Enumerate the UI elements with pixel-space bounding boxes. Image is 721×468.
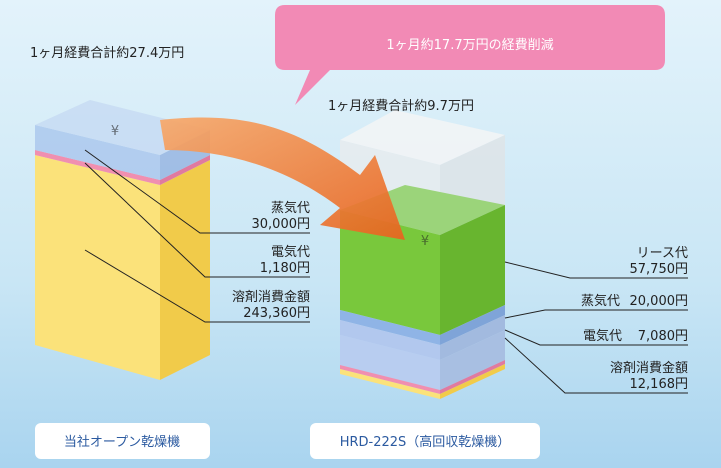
item-amount: 12,168円 (630, 377, 689, 392)
item-amount: 7,080円 (638, 329, 688, 344)
item-label: 溶剤消費金額 (232, 289, 310, 305)
machine-name: HRD-222S（高回収乾燥機） (340, 434, 511, 450)
item-label: 蒸気代 (271, 200, 310, 216)
infographic: ¥ ¥ 1ヶ月約17.7万円の経費削減 1ヶ月経費合計約27.4万円 1ヶ月経費… (0, 0, 721, 468)
item-amount: 30,000円 (252, 217, 311, 232)
right-total: 1ヶ月経費合計約9.7万円 (328, 98, 474, 114)
item-label: 蒸気代 (581, 293, 620, 309)
right-box: ¥ (340, 110, 505, 399)
item-amount: 20,000円 (630, 294, 689, 309)
item-label: 電気代 (583, 328, 622, 344)
item-label: リース代 (637, 246, 688, 261)
item-amount: 1,180円 (260, 261, 310, 276)
item-amount: 243,360円 (243, 306, 310, 321)
yen-icon: ¥ (421, 234, 429, 249)
callout-text: 1ヶ月約17.7万円の経費削減 (386, 37, 553, 53)
item-label: 溶剤消費金額 (610, 360, 688, 376)
item-amount: 57,750円 (630, 262, 689, 277)
left-total: 1ヶ月経費合計約27.4万円 (30, 45, 184, 61)
yen-icon: ¥ (111, 124, 119, 139)
item-label: 電気代 (271, 244, 310, 260)
machine-name: 当社オープン乾燥機 (64, 434, 180, 450)
